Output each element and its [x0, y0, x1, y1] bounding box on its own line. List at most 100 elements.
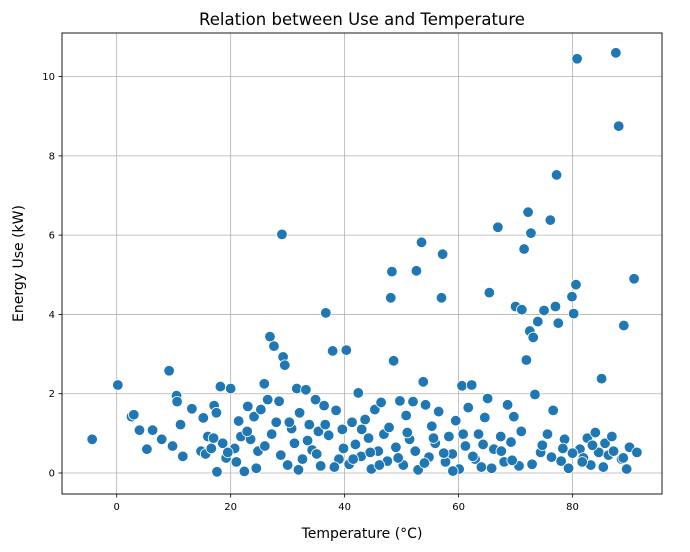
scatter-point: [312, 425, 325, 438]
scatter-point: [607, 445, 620, 457]
scatter-point: [450, 414, 462, 427]
scatter-point: [617, 452, 629, 464]
scatter-point: [505, 436, 517, 448]
scatter-point: [166, 440, 179, 452]
scatter-point: [532, 315, 544, 328]
scatter-point: [436, 248, 449, 260]
scatter-point: [538, 304, 550, 317]
scatter-point: [326, 345, 339, 357]
scatter-point: [250, 462, 263, 474]
scatter-point: [443, 430, 455, 443]
scatter-point: [259, 440, 271, 452]
y-tick-label: 8: [49, 151, 55, 162]
scatter-point: [336, 423, 349, 436]
scatter-point: [265, 428, 278, 440]
scatter-point: [373, 459, 386, 471]
scatter-point: [472, 428, 485, 440]
scatter-point: [407, 395, 419, 408]
scatter-point: [485, 462, 498, 474]
scatter-point: [418, 457, 431, 469]
scatter-point: [545, 451, 558, 463]
scatter-point: [270, 416, 282, 428]
scatter-point: [447, 465, 459, 477]
x-tick-label: 0: [114, 502, 120, 513]
scatter-point: [467, 450, 479, 463]
scatter-point: [171, 395, 183, 408]
scatter-point: [462, 401, 474, 414]
scatter-point: [222, 446, 234, 459]
scatter-point: [557, 442, 569, 455]
scatter-point: [520, 354, 533, 366]
scatter-point: [232, 415, 245, 427]
scatter-point: [415, 236, 428, 248]
y-axis-title: Energy Use (kW): [11, 205, 27, 322]
scatter-point: [400, 409, 412, 422]
scatter-point: [288, 437, 301, 449]
scatter-point: [177, 450, 189, 463]
scatter-point: [349, 438, 362, 451]
scatter-point: [216, 437, 229, 449]
scatter-point: [567, 307, 580, 320]
chart-title: Relation between Use and Temperature: [199, 10, 525, 29]
scatter-point: [432, 405, 445, 418]
scatter-point: [292, 464, 305, 476]
scatter-point: [527, 331, 539, 344]
x-axis-title: Temperature (°C): [301, 526, 423, 542]
scatter-point: [566, 290, 578, 303]
scatter-point: [386, 265, 398, 278]
scatter-point: [610, 47, 622, 59]
scatter-point: [555, 455, 567, 467]
scatter-point: [322, 429, 335, 442]
scatter-point: [552, 317, 564, 329]
scatter-point: [303, 418, 315, 431]
scatter-point: [156, 433, 168, 445]
scatter-point: [631, 446, 643, 459]
scatter-point: [620, 463, 633, 475]
scatter-point: [320, 307, 332, 319]
x-axis-ticks: 0 20 40 60 80: [114, 494, 579, 513]
scatter-point: [383, 421, 395, 434]
scatter-point: [549, 300, 562, 313]
scatter-point: [435, 292, 448, 304]
plot-area-frame: [61, 32, 663, 495]
scatter-point: [337, 442, 350, 455]
scatter-point: [224, 382, 237, 395]
scatter-point: [214, 380, 227, 393]
scatter-point: [300, 384, 312, 396]
scatter-point: [612, 120, 625, 132]
scatter-point: [501, 399, 514, 411]
scatter-point: [238, 465, 251, 478]
scatter-point: [401, 426, 413, 439]
scatter-point: [417, 376, 429, 388]
scatter-point: [230, 456, 243, 468]
scatter-point: [477, 438, 489, 451]
x-tick-label: 60: [452, 502, 465, 513]
scatter-point: [328, 461, 341, 473]
x-tick-label: 40: [338, 502, 351, 513]
scatter-point: [356, 423, 368, 436]
grid-lines: [62, 33, 662, 494]
scatter-point: [481, 392, 494, 405]
scatter-point: [589, 426, 602, 439]
scatter-point: [529, 388, 541, 401]
scatter-point: [311, 448, 323, 460]
scatter-point: [483, 286, 496, 299]
scatter-point: [475, 461, 488, 473]
scatter-point: [369, 403, 381, 416]
data-points: [86, 47, 643, 478]
scatter-point: [562, 462, 575, 474]
scatter-point: [197, 412, 210, 424]
scatter-point: [550, 169, 563, 181]
scatter-point: [410, 265, 423, 277]
scatter-point: [163, 365, 175, 377]
scatter-point: [375, 396, 387, 409]
scatter-point: [258, 378, 270, 390]
scatter-point: [479, 411, 491, 424]
scatter-point: [628, 273, 640, 285]
scatter-point: [319, 418, 331, 431]
scatter-point: [518, 243, 530, 255]
x-tick-label: 80: [566, 502, 579, 513]
scatter-point: [566, 447, 579, 459]
scatter-point: [392, 452, 404, 464]
scatter-point: [495, 445, 508, 457]
